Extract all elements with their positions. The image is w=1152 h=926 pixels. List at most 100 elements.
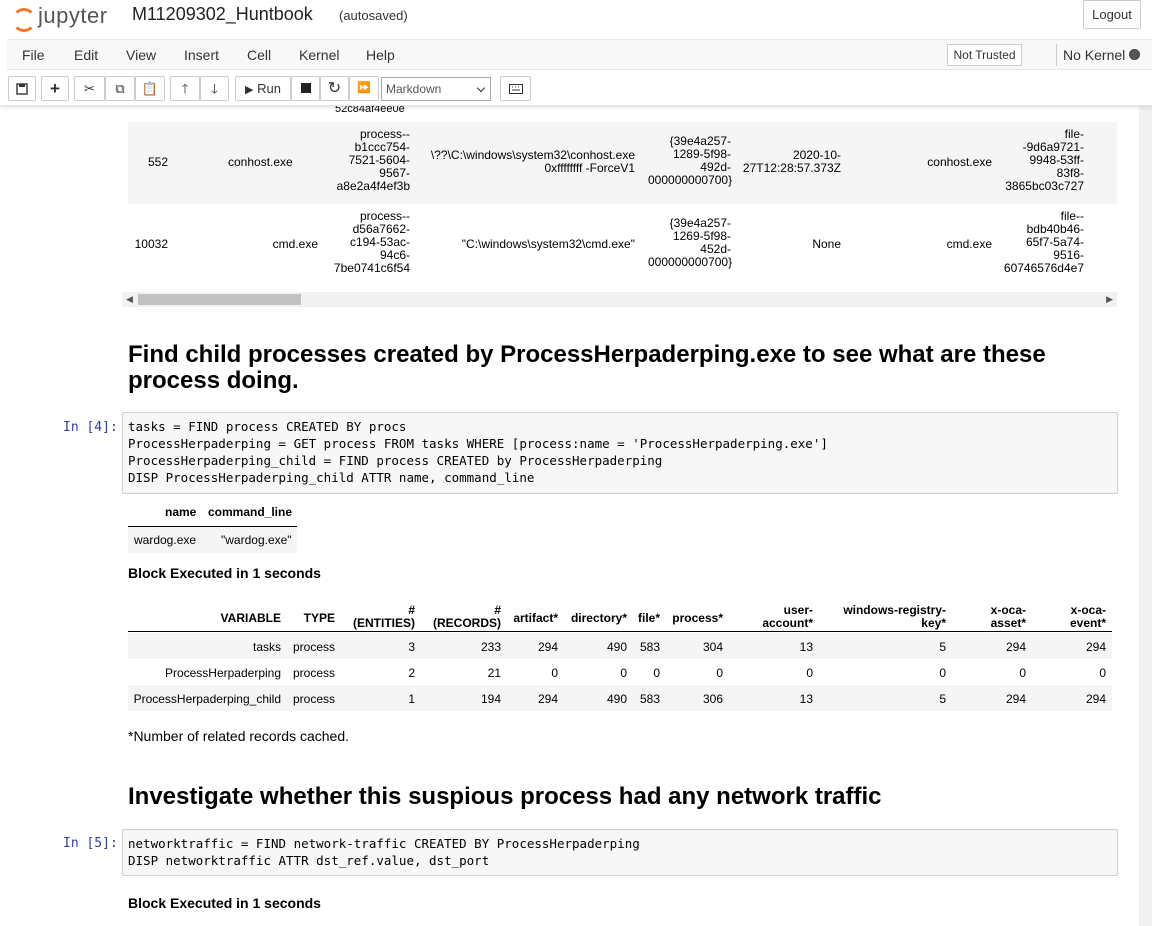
kernel-name[interactable]: No Kernel xyxy=(1063,47,1126,63)
stats-cell: 294 xyxy=(537,640,558,654)
footnote: *Number of related records cached. xyxy=(128,728,349,744)
stats-cell: 490 xyxy=(606,692,627,706)
restart-run-all-button[interactable]: ⏩ xyxy=(349,76,379,101)
notebook-name[interactable]: M11209302_Huntbook xyxy=(132,4,313,24)
menu-view[interactable]: View xyxy=(126,47,157,63)
stats-cell: 1 xyxy=(408,692,415,706)
stats-cell: 13 xyxy=(799,640,813,654)
save-button[interactable] xyxy=(8,76,36,101)
command-line-cell: "wardog.exe" xyxy=(221,533,292,547)
keyboard-icon xyxy=(508,84,523,94)
column-header: # (ENTITIES) xyxy=(353,603,415,630)
play-icon: ▶ xyxy=(245,84,254,96)
binary-cell: conhost.exe xyxy=(927,155,992,169)
menu-kernel[interactable]: Kernel xyxy=(299,47,340,63)
section-heading: Investigate whether this suspious proces… xyxy=(128,783,882,810)
command-line-cell: "C:\windows\system32\cmd.exe" xyxy=(461,237,635,251)
column-header: TYPE xyxy=(303,611,335,625)
stats-cell: 2 xyxy=(408,666,415,680)
stats-cell: 583 xyxy=(639,640,660,654)
stats-cell: 294 xyxy=(1005,640,1026,654)
previous-output-table: 552 conhost.exe process-- b1ccc754- 7521-5… xyxy=(128,122,1117,292)
menubar: File Edit View Insert Cell Kernel Help N… xyxy=(7,39,1152,70)
table-row: ProcessHerpaderping_child process 1 194 294 4… xyxy=(128,685,1112,711)
interrupt-button[interactable] xyxy=(291,76,320,101)
exec-time: Block Executed in 1 seconds xyxy=(128,565,321,581)
cell-type-select[interactable]: Markdown xyxy=(381,77,491,101)
variable-cell: ProcessHerpaderping xyxy=(164,666,281,680)
column-header: VARIABLE xyxy=(220,611,281,625)
exec-time: Block Executed in 1 seconds xyxy=(128,895,321,911)
name-cell: wardog.exe xyxy=(134,533,197,547)
stats-cell: 304 xyxy=(702,640,723,654)
table-row: wardog.exe "wardog.exe" xyxy=(128,527,297,553)
plus-icon: + xyxy=(50,79,60,98)
stats-cell: 583 xyxy=(639,692,660,706)
stats-cell: process xyxy=(292,666,335,680)
stats-cell: 306 xyxy=(702,692,723,706)
paste-button[interactable]: 📋 xyxy=(135,76,165,101)
menu-cell[interactable]: Cell xyxy=(247,47,272,63)
logo-text: jupyter xyxy=(38,3,108,28)
run-button[interactable]: ▶ Run xyxy=(235,76,291,101)
stats-cell: 0 xyxy=(806,666,813,680)
scrollbar-thumb[interactable] xyxy=(138,294,301,305)
scroll-right-icon[interactable]: ▶ xyxy=(1106,294,1113,304)
copy-icon: ⧉ xyxy=(115,81,125,96)
stats-cell: 233 xyxy=(480,640,501,654)
logout-button[interactable]: Logout xyxy=(1083,0,1141,29)
vertical-scrollbar[interactable] xyxy=(1139,106,1152,926)
stats-cell: process xyxy=(292,640,335,654)
notebook-page: 52c84af4ee0e 552 conhost.exe process-- b1… xyxy=(0,106,1139,926)
stop-icon xyxy=(300,83,311,93)
code-cell[interactable]: tasks = FIND process CREATED BY procs Pr… xyxy=(122,412,1118,494)
section-heading: Find child processes created by ProcessH… xyxy=(128,341,1046,394)
column-header: x-oca- asset* xyxy=(990,603,1026,630)
jupyter-logo[interactable]: jupyter xyxy=(10,2,108,32)
stats-cell: 13 xyxy=(799,692,813,706)
scroll-left-icon[interactable]: ◀ xyxy=(126,294,133,304)
guid-cell: {39e4a257- 1269-5f98- 452d- 000000000700} xyxy=(648,216,733,269)
arrow-down-icon: 🡓 xyxy=(211,81,218,96)
file-ref-cell: file-- bdb40b46- 65f7-5a74- 9516- 60746576d4… xyxy=(1003,209,1084,275)
menu-help[interactable]: Help xyxy=(366,47,395,63)
table-row: 10032 cmd.exe process-- d56a7662- c194-53a… xyxy=(128,204,1117,286)
move-down-button[interactable]: 🡓 xyxy=(200,76,229,101)
kernel-separator xyxy=(1056,44,1057,66)
save-icon xyxy=(16,83,28,95)
stats-cell: 294 xyxy=(1005,692,1026,706)
column-header: file* xyxy=(637,611,660,625)
column-header: windows-registry- key* xyxy=(843,603,946,630)
stats-cell: 294 xyxy=(1085,692,1106,706)
menu-insert[interactable]: Insert xyxy=(184,47,220,63)
column-header: process* xyxy=(672,611,723,625)
stats-cell: 0 xyxy=(620,666,627,680)
menu-edit[interactable]: Edit xyxy=(74,47,99,63)
trust-indicator[interactable]: Not Trusted xyxy=(947,44,1022,66)
scissors-icon: ✂ xyxy=(84,81,95,96)
stats-cell: 0 xyxy=(653,666,660,680)
run-label: Run xyxy=(257,81,281,96)
stats-cell: 3 xyxy=(408,640,415,654)
menu-file[interactable]: File xyxy=(22,47,45,63)
column-header: x-oca- event* xyxy=(1069,603,1106,630)
stats-cell: 490 xyxy=(606,640,627,654)
paste-icon: 📋 xyxy=(141,81,159,96)
cell-prompt: In [5]: xyxy=(63,836,118,851)
stats-cell: 294 xyxy=(537,692,558,706)
restart-button[interactable]: ↻ xyxy=(320,76,349,101)
stats-cell: 0 xyxy=(551,666,558,680)
jupyter-logo-icon xyxy=(10,5,36,32)
copy-button[interactable]: ⧉ xyxy=(105,76,135,101)
cut-button[interactable]: ✂ xyxy=(74,76,105,101)
horizontal-scrollbar[interactable]: ◀ ▶ xyxy=(122,292,1117,307)
fast-forward-icon: ⏩ xyxy=(357,82,371,94)
column-header: command_line xyxy=(208,505,293,519)
move-up-button[interactable]: 🡑 xyxy=(170,76,200,101)
code-cell[interactable]: networktraffic = FIND network-traffic CR… xyxy=(122,829,1118,876)
command-palette-button[interactable] xyxy=(500,76,531,101)
stats-cell: 0 xyxy=(716,666,723,680)
column-header: name xyxy=(165,505,197,519)
insert-cell-button[interactable]: + xyxy=(41,76,69,101)
binary-cell: cmd.exe xyxy=(946,237,992,251)
